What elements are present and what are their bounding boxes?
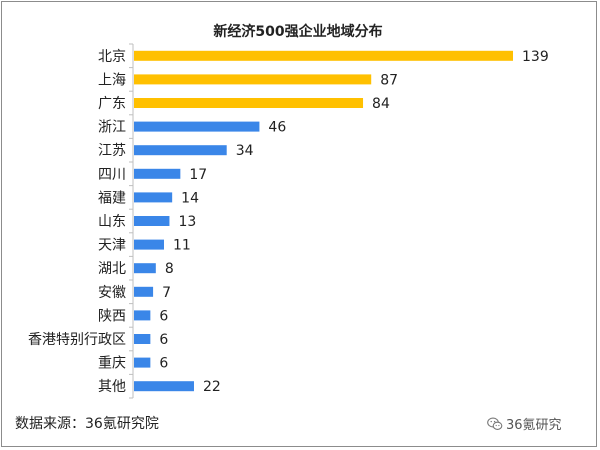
- category-label: 广东: [98, 96, 126, 112]
- category-label: 天津: [98, 238, 126, 254]
- category-label: 浙江: [98, 120, 126, 136]
- bar-重庆: [134, 357, 151, 368]
- value-label: 22: [203, 379, 221, 395]
- value-label: 46: [268, 120, 286, 136]
- bar-陕西: [134, 310, 151, 321]
- value-label: 7: [162, 285, 171, 301]
- value-label: 84: [372, 96, 390, 112]
- bar-山东: [134, 216, 170, 226]
- bar-香港特别行政区: [134, 334, 151, 344]
- chart-title: 新经济500强企业地域分布: [213, 23, 382, 40]
- value-label: 34: [236, 143, 254, 159]
- category-label: 其他: [98, 379, 126, 395]
- data-source-note: 数据来源：36氪研究院: [15, 416, 159, 432]
- value-label: 139: [522, 49, 549, 65]
- category-label: 江苏: [98, 143, 126, 159]
- bar-福建: [134, 192, 173, 203]
- value-label: 8: [165, 261, 174, 277]
- value-label: 6: [159, 332, 168, 348]
- category-label: 湖北: [98, 261, 126, 277]
- value-label: 6: [159, 308, 168, 324]
- watermark: 36氪研究: [487, 414, 562, 433]
- value-label: 14: [181, 190, 199, 206]
- value-label: 11: [173, 238, 191, 254]
- bar-天津: [134, 239, 164, 250]
- bar-上海: [134, 74, 372, 85]
- category-label: 福建: [98, 190, 126, 206]
- bar-浙江: [134, 121, 260, 132]
- category-label: 山东: [98, 214, 126, 230]
- value-label: 87: [380, 72, 398, 88]
- bar-江苏: [134, 145, 227, 156]
- wechat-icon: [487, 417, 503, 431]
- category-label: 北京: [98, 49, 126, 65]
- bar-安徽: [134, 286, 154, 297]
- axis-layer: [129, 43, 134, 399]
- category-label: 安徽: [98, 285, 126, 301]
- bar-广东: [134, 98, 364, 108]
- value-label: 17: [189, 167, 207, 183]
- category-label: 陕西: [98, 308, 126, 324]
- value-label: 13: [178, 214, 196, 230]
- watermark-text: 36氪研究: [506, 418, 562, 433]
- category-label: 香港特别行政区: [28, 332, 126, 348]
- bars-layer: [134, 50, 513, 392]
- category-label: 重庆: [98, 356, 126, 372]
- category-label: 上海: [98, 72, 126, 88]
- bar-湖北: [134, 263, 156, 274]
- bar-四川: [134, 168, 181, 179]
- category-label: 四川: [98, 167, 126, 183]
- bar-其他: [134, 381, 194, 392]
- value-label: 6: [159, 356, 168, 372]
- bar-北京: [134, 50, 513, 61]
